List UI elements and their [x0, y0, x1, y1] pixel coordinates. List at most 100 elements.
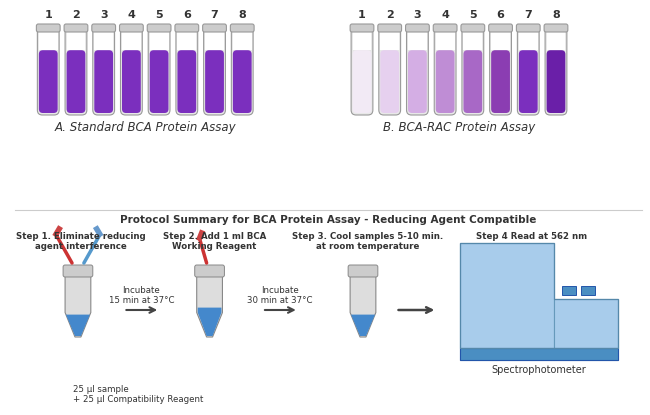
Text: 3: 3 [413, 10, 421, 20]
FancyBboxPatch shape [177, 50, 196, 113]
FancyBboxPatch shape [63, 265, 93, 277]
FancyBboxPatch shape [120, 24, 143, 32]
Polygon shape [350, 267, 376, 337]
Bar [460, 243, 554, 360]
Polygon shape [66, 315, 90, 336]
Text: Step 2. Add 1 ml BCA
Working Reagent: Step 2. Add 1 ml BCA Working Reagent [163, 232, 266, 251]
Bar [233, 26, 252, 50]
Bar [408, 26, 427, 50]
FancyBboxPatch shape [231, 25, 253, 115]
FancyBboxPatch shape [434, 25, 456, 115]
FancyBboxPatch shape [37, 25, 59, 115]
FancyBboxPatch shape [544, 24, 568, 32]
Text: B. BCA-RAC Protein Assay: B. BCA-RAC Protein Assay [383, 121, 535, 134]
FancyBboxPatch shape [378, 24, 402, 32]
Text: Incubate
15 min at 37°C: Incubate 15 min at 37°C [109, 286, 174, 305]
FancyBboxPatch shape [122, 50, 141, 113]
Text: 25 μl sample
+ 25 μl Compatibility Reagent: 25 μl sample + 25 μl Compatibility Reage… [73, 385, 203, 404]
FancyBboxPatch shape [351, 25, 373, 115]
FancyBboxPatch shape [92, 24, 116, 32]
Text: 4: 4 [127, 10, 135, 20]
Polygon shape [197, 267, 222, 337]
FancyBboxPatch shape [36, 24, 60, 32]
FancyBboxPatch shape [491, 50, 510, 113]
FancyBboxPatch shape [348, 265, 378, 277]
FancyBboxPatch shape [94, 50, 113, 113]
FancyBboxPatch shape [519, 50, 538, 113]
FancyBboxPatch shape [463, 50, 482, 113]
FancyBboxPatch shape [516, 24, 540, 32]
Bar [352, 26, 371, 50]
Polygon shape [65, 267, 91, 337]
FancyBboxPatch shape [176, 25, 198, 115]
Text: 7: 7 [211, 10, 218, 20]
Text: 5: 5 [469, 10, 476, 20]
Text: 6: 6 [497, 10, 504, 20]
Text: Protocol Summary for BCA Protein Assay - Reducing Agent Compatible: Protocol Summary for BCA Protein Assay -… [120, 215, 536, 225]
Bar [580, 286, 595, 295]
Bar [39, 26, 58, 50]
FancyBboxPatch shape [380, 50, 399, 113]
FancyBboxPatch shape [65, 25, 87, 115]
Text: 5: 5 [155, 10, 163, 20]
FancyBboxPatch shape [148, 25, 170, 115]
Bar [66, 26, 85, 50]
Bar [436, 26, 454, 50]
FancyBboxPatch shape [408, 50, 427, 113]
Text: 8: 8 [552, 10, 560, 20]
Bar [94, 26, 113, 50]
Text: Step 4 Read at 562 nm: Step 4 Read at 562 nm [476, 232, 587, 241]
FancyBboxPatch shape [379, 25, 400, 115]
FancyBboxPatch shape [434, 24, 457, 32]
Polygon shape [198, 308, 222, 336]
Polygon shape [351, 315, 375, 336]
FancyBboxPatch shape [406, 24, 429, 32]
Bar [122, 26, 141, 50]
Text: 7: 7 [525, 10, 532, 20]
Text: 8: 8 [239, 10, 246, 20]
FancyBboxPatch shape [517, 25, 539, 115]
Bar [177, 26, 196, 50]
FancyBboxPatch shape [352, 50, 371, 113]
FancyBboxPatch shape [436, 50, 454, 113]
Text: 1: 1 [44, 10, 52, 20]
Bar [380, 26, 399, 50]
Bar [562, 286, 576, 295]
FancyBboxPatch shape [148, 24, 171, 32]
Bar [491, 26, 510, 50]
FancyBboxPatch shape [175, 24, 199, 32]
Bar [460, 348, 618, 360]
FancyBboxPatch shape [545, 25, 567, 115]
Text: 1: 1 [358, 10, 366, 20]
Bar [463, 26, 482, 50]
Bar [205, 26, 224, 50]
FancyBboxPatch shape [230, 24, 254, 32]
Bar [547, 26, 566, 50]
FancyBboxPatch shape [461, 24, 485, 32]
FancyBboxPatch shape [93, 25, 114, 115]
Text: 6: 6 [183, 10, 190, 20]
Text: 3: 3 [100, 10, 107, 20]
Bar [519, 26, 538, 50]
FancyBboxPatch shape [547, 50, 566, 113]
FancyBboxPatch shape [203, 25, 226, 115]
Text: 2: 2 [386, 10, 394, 20]
FancyBboxPatch shape [66, 50, 85, 113]
FancyBboxPatch shape [39, 50, 58, 113]
Text: 4: 4 [441, 10, 449, 20]
FancyBboxPatch shape [489, 25, 512, 115]
Text: Incubate
30 min at 37°C: Incubate 30 min at 37°C [247, 286, 313, 305]
FancyBboxPatch shape [350, 24, 374, 32]
Text: Step 1. Eliminate reducing
agent interference: Step 1. Eliminate reducing agent interfe… [16, 232, 146, 251]
FancyBboxPatch shape [195, 265, 224, 277]
FancyBboxPatch shape [150, 50, 168, 113]
FancyBboxPatch shape [64, 24, 88, 32]
Bar [554, 299, 618, 360]
Text: Step 3. Cool samples 5-10 min.
at room temperature: Step 3. Cool samples 5-10 min. at room t… [292, 232, 443, 251]
Text: Spectrophotometer: Spectrophotometer [492, 365, 586, 375]
Bar [150, 26, 168, 50]
FancyBboxPatch shape [406, 25, 428, 115]
FancyBboxPatch shape [203, 24, 226, 32]
FancyBboxPatch shape [233, 50, 252, 113]
FancyBboxPatch shape [120, 25, 142, 115]
